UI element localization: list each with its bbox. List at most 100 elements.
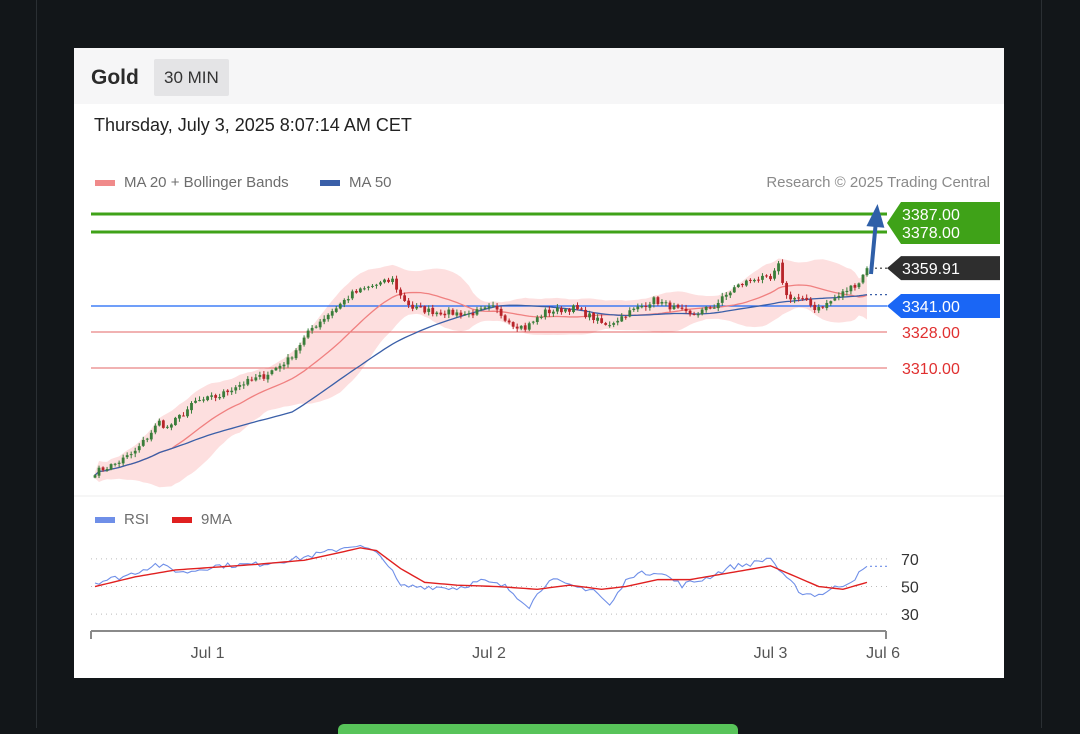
level-label: 3378.00 [902, 225, 960, 242]
candle [395, 278, 398, 290]
candle [338, 303, 342, 309]
level-label: 3328.00 [902, 325, 960, 342]
candle [407, 300, 411, 306]
candle [326, 314, 330, 320]
candle [588, 313, 591, 318]
candle [262, 374, 266, 379]
rsi-swatch [95, 516, 115, 523]
candle [194, 400, 197, 403]
timestamp: Thursday, July 3, 2025 8:07:14 AM CET [94, 115, 412, 135]
candle [371, 285, 374, 287]
candle [137, 446, 141, 451]
candle [362, 288, 366, 290]
legend-ma20-label: MA 20 + Bollinger Bands [124, 174, 289, 191]
candle [535, 317, 539, 323]
candle [354, 290, 358, 293]
candle [527, 323, 531, 330]
candle [214, 395, 218, 398]
candle [109, 464, 113, 470]
candle [572, 305, 575, 313]
candle [523, 325, 527, 330]
candle [330, 311, 334, 316]
candle [435, 312, 439, 315]
candle [837, 295, 841, 298]
candle [580, 308, 583, 310]
candle [198, 400, 201, 402]
candle [789, 294, 793, 300]
candle [439, 312, 443, 315]
x-tick-label: Jul 1 [191, 645, 225, 662]
candle [125, 455, 129, 458]
legend-rsi-label: RSI [124, 511, 150, 528]
candle [865, 268, 869, 276]
card-header: Gold 30 MIN [74, 48, 1004, 104]
candle [801, 298, 805, 300]
candle [672, 305, 676, 310]
research-credit: Research © 2025 Trading Central [766, 174, 990, 191]
candle [379, 282, 382, 285]
candle [322, 318, 326, 322]
candle [724, 294, 728, 297]
candle [101, 467, 105, 471]
timeframe-badge[interactable]: 30 MIN [154, 59, 229, 96]
candle [547, 309, 551, 314]
candle [684, 308, 688, 312]
candle [346, 299, 350, 301]
x-tick-label: Jul 2 [472, 645, 506, 662]
candle [813, 304, 817, 311]
candle [833, 298, 837, 301]
candle [471, 313, 475, 316]
candle [781, 262, 784, 283]
candle [604, 323, 608, 325]
candle [105, 469, 109, 471]
legend-rsi-ma-label: 9MA [201, 511, 232, 528]
candle [797, 297, 801, 299]
candle [744, 280, 748, 286]
rsi-ma-swatch [172, 516, 192, 523]
candle [93, 475, 97, 478]
candle [821, 306, 825, 308]
candle [785, 282, 788, 296]
legend-ma50-label: MA 50 [349, 174, 392, 191]
candle [564, 309, 567, 312]
candle [576, 305, 579, 310]
candle [676, 304, 680, 308]
candle [451, 309, 455, 315]
level-label: 3341.00 [902, 299, 960, 316]
candle [736, 284, 740, 288]
action-button[interactable] [338, 724, 738, 734]
candle [141, 439, 145, 446]
candle [443, 313, 447, 316]
candle [608, 325, 612, 327]
candle [415, 306, 419, 309]
ma50-swatch [320, 179, 340, 186]
candle [680, 307, 684, 309]
candle [391, 278, 394, 283]
candle [419, 306, 423, 308]
candle [431, 307, 435, 315]
rsi-level-label: 70 [901, 552, 919, 569]
chart-card: Gold 30 MIN Thursday, July 3, 2025 8:07:… [74, 48, 1004, 678]
candle [218, 397, 222, 399]
level-label: 3359.91 [902, 261, 960, 278]
candle [861, 274, 865, 283]
candle [266, 374, 270, 380]
candle [133, 450, 137, 454]
candle [600, 318, 604, 323]
pivot-tag [887, 294, 1000, 318]
candle [306, 330, 310, 338]
x-tick-label: Jul 3 [754, 645, 788, 662]
candle [757, 279, 760, 281]
candle [186, 409, 189, 417]
candle [258, 375, 262, 377]
candle [149, 432, 153, 440]
candle [165, 426, 169, 428]
candle [302, 337, 306, 345]
candle [652, 297, 656, 304]
candle [793, 298, 797, 300]
candle [423, 306, 427, 313]
candle [640, 306, 644, 308]
candle [825, 302, 829, 309]
candle [777, 263, 780, 272]
